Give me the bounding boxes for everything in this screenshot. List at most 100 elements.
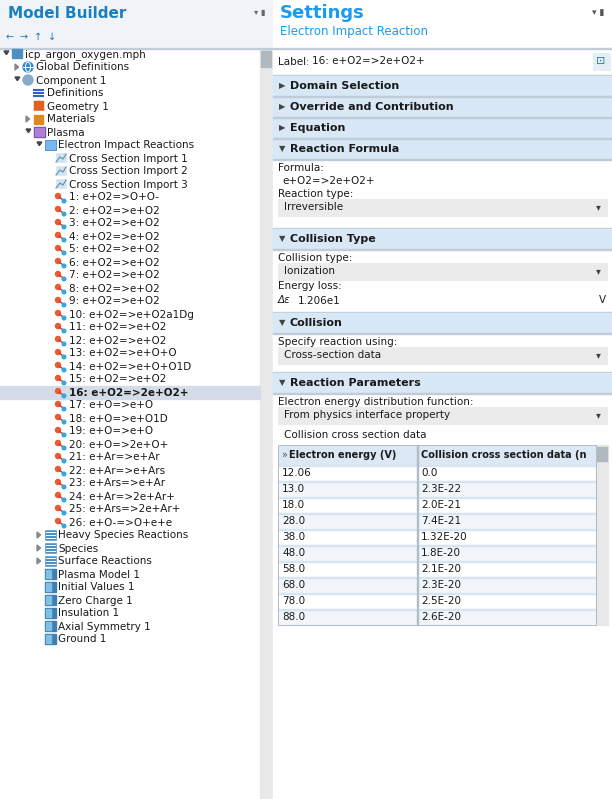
Circle shape (62, 524, 66, 528)
Bar (46, 635, 51, 643)
Bar (273, 228, 612, 229)
Bar (273, 394, 612, 799)
Bar (417, 445, 418, 465)
Bar (273, 160, 612, 228)
Text: 1.32E-20: 1.32E-20 (421, 532, 468, 542)
Text: 14: e+O2=>e+O+O1D: 14: e+O2=>e+O+O1D (69, 361, 191, 372)
Text: Electron energy (V): Electron energy (V) (289, 450, 397, 460)
Bar (34, 120, 38, 124)
Bar (260, 49, 272, 799)
Bar (278, 465, 596, 481)
Text: 23: e+Ars=>e+Ar: 23: e+Ars=>e+Ar (69, 479, 165, 488)
Text: 16: e+O2=>2e+O2+: 16: e+O2=>2e+O2+ (312, 56, 425, 66)
Text: Irreversible: Irreversible (284, 202, 343, 213)
Bar (273, 250, 612, 312)
Circle shape (56, 311, 61, 316)
Bar (278, 529, 596, 545)
Text: Electron energy distribution function:: Electron energy distribution function: (278, 397, 474, 407)
Bar (46, 141, 55, 149)
Text: ⊡: ⊡ (596, 56, 606, 66)
Text: Cross Section Import 2: Cross Section Import 2 (69, 166, 188, 177)
Bar (273, 96, 612, 97)
Bar (45, 608, 56, 618)
Text: ▾ ▮: ▾ ▮ (592, 7, 604, 17)
Circle shape (62, 264, 66, 268)
Bar (45, 569, 56, 579)
Text: Collision Type: Collision Type (290, 234, 376, 244)
Circle shape (56, 427, 61, 432)
Text: 2: e+O2=>e+O2: 2: e+O2=>e+O2 (69, 205, 160, 216)
Text: 20: e+O=>2e+O+: 20: e+O=>2e+O+ (69, 439, 168, 450)
Circle shape (62, 511, 66, 515)
Text: 26: e+O-=>O+e+e: 26: e+O-=>O+e+e (69, 518, 172, 527)
Bar (45, 530, 56, 540)
Text: 18.0: 18.0 (282, 500, 305, 510)
Bar (56, 153, 66, 162)
Text: ▼: ▼ (279, 379, 286, 388)
Bar (273, 118, 612, 138)
Circle shape (62, 472, 66, 475)
Text: 17: e+O=>e+O: 17: e+O=>e+O (69, 400, 153, 411)
Circle shape (23, 75, 33, 85)
Bar (273, 393, 612, 394)
Bar (46, 609, 51, 617)
Text: 8: e+O2=>e+O2: 8: e+O2=>e+O2 (69, 284, 160, 293)
Bar (278, 561, 596, 577)
Circle shape (56, 363, 61, 368)
Text: ▾: ▾ (596, 411, 601, 420)
Circle shape (62, 316, 66, 320)
Polygon shape (37, 142, 42, 145)
Text: 2.5E-20: 2.5E-20 (421, 596, 461, 606)
Circle shape (56, 415, 61, 419)
Bar (272, 0, 612, 799)
Circle shape (56, 492, 61, 498)
Text: 25: e+Ars=>2e+Ar+: 25: e+Ars=>2e+Ar+ (69, 504, 181, 515)
Text: ▶: ▶ (279, 81, 286, 90)
Text: 7: e+O2=>e+O2: 7: e+O2=>e+O2 (69, 271, 160, 280)
Text: ▾: ▾ (596, 351, 601, 360)
Circle shape (62, 368, 66, 372)
Bar (35, 128, 44, 136)
Circle shape (56, 272, 61, 276)
Bar (273, 229, 612, 249)
Text: 4: e+O2=>e+O2: 4: e+O2=>e+O2 (69, 232, 160, 241)
Text: Zero Charge 1: Zero Charge 1 (58, 595, 133, 606)
Text: V: V (599, 295, 606, 305)
Text: Reaction type:: Reaction type: (278, 189, 353, 199)
Text: Energy loss:: Energy loss: (278, 281, 341, 291)
Text: »: » (281, 450, 287, 460)
Bar (273, 49, 612, 75)
Circle shape (62, 356, 66, 359)
Bar (596, 445, 608, 625)
Text: Initial Values 1: Initial Values 1 (58, 582, 135, 593)
Circle shape (23, 62, 33, 72)
Polygon shape (15, 77, 20, 81)
Bar (273, 76, 612, 96)
Text: Reaction Formula: Reaction Formula (290, 144, 399, 154)
Bar (56, 179, 66, 188)
Text: Heavy Species Reactions: Heavy Species Reactions (58, 531, 188, 540)
Text: 88.0: 88.0 (282, 612, 305, 622)
Circle shape (56, 284, 61, 289)
Text: Δε: Δε (278, 295, 291, 305)
Bar (308, 53, 591, 70)
Text: 22: e+Ar=>e+Ars: 22: e+Ar=>e+Ars (69, 466, 165, 475)
Bar (45, 634, 56, 644)
Text: 7.4E-21: 7.4E-21 (421, 516, 461, 526)
Bar (593, 53, 610, 70)
Bar (278, 173, 607, 189)
Bar (278, 347, 607, 364)
Bar (417, 529, 418, 545)
Circle shape (62, 394, 66, 398)
Bar (45, 595, 56, 605)
Text: From physics interface property: From physics interface property (284, 411, 450, 420)
Text: 28.0: 28.0 (282, 516, 305, 526)
Bar (0, 386, 260, 399)
Circle shape (62, 407, 66, 411)
Circle shape (62, 381, 66, 385)
Text: Plasma: Plasma (47, 128, 84, 137)
Polygon shape (34, 101, 44, 110)
Text: Collision cross section data: Collision cross section data (284, 430, 427, 440)
Bar (273, 372, 612, 373)
Circle shape (62, 213, 66, 216)
